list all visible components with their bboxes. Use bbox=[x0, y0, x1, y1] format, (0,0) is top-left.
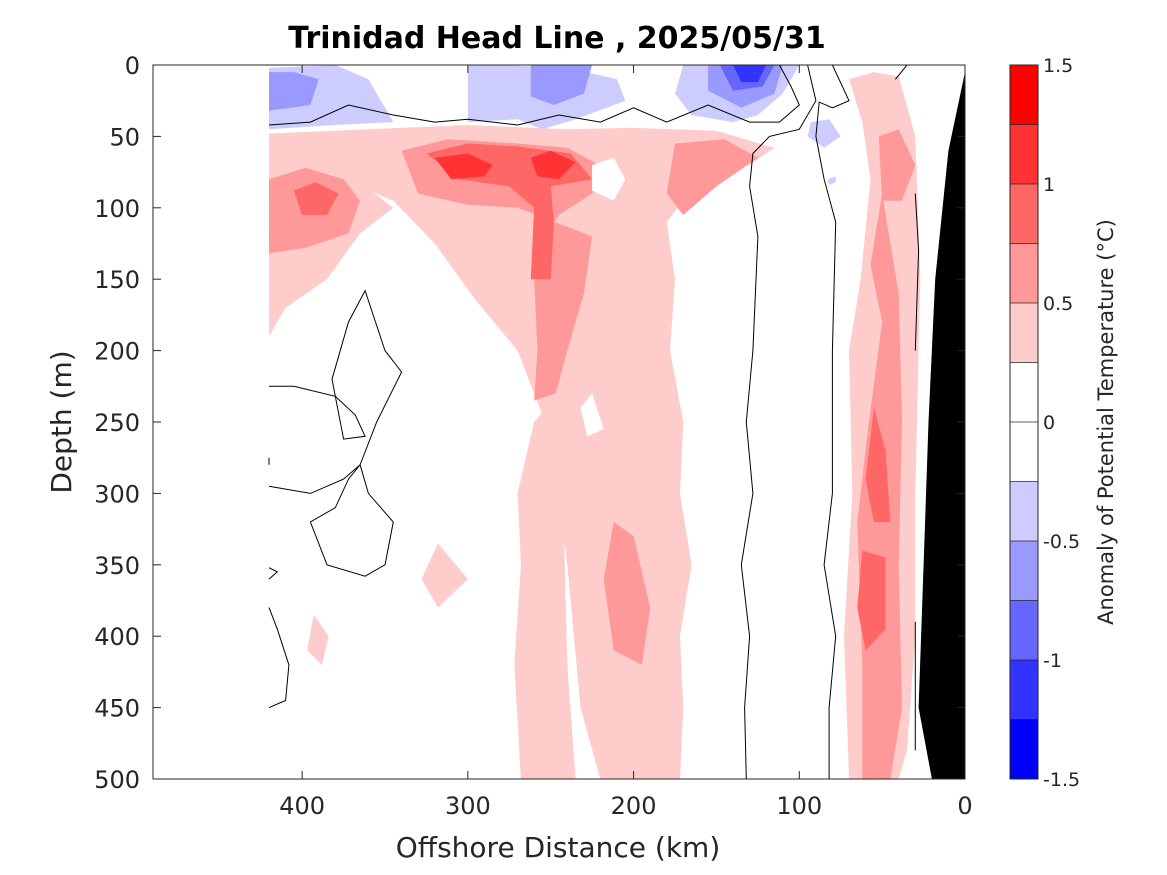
chart-title: Trinidad Head Line , 2025/05/31 bbox=[288, 21, 825, 56]
colorbar-tick-label: -1 bbox=[1043, 650, 1062, 672]
anomaly-region-mid-east-65 bbox=[666, 139, 758, 215]
colorbar-swatch bbox=[1010, 65, 1038, 125]
colorbar-tick-label: -0.5 bbox=[1043, 531, 1080, 553]
plot-area bbox=[152, 64, 966, 780]
colorbar-swatch bbox=[1010, 719, 1038, 779]
anomaly-region-strong-coastal-360 bbox=[857, 550, 886, 651]
zero-contour-line bbox=[268, 567, 279, 580]
anomaly-region-colder-250 bbox=[530, 65, 593, 105]
anomaly-region-strong-coastal-deep bbox=[865, 407, 891, 522]
y-tick-label: 500 bbox=[94, 766, 140, 794]
anomaly-region-peak-core-65 bbox=[434, 153, 493, 180]
colorbar-frame bbox=[1009, 64, 1039, 780]
colorbar-swatch bbox=[1010, 660, 1038, 720]
anomaly-region-strong-west-100 bbox=[293, 182, 339, 215]
zero-contours bbox=[268, 65, 920, 779]
zero-contour-line bbox=[740, 65, 817, 779]
colorbar-swatch bbox=[1010, 303, 1038, 363]
zero-contour-line bbox=[815, 65, 850, 779]
anomaly-region-cold-80 bbox=[827, 176, 836, 185]
colorbar-swatch bbox=[1010, 541, 1038, 601]
colorbar-label: Anomaly of Potential Temperature (°C) bbox=[1094, 219, 1118, 625]
y-tick-label: 400 bbox=[94, 623, 140, 651]
anomaly-region-colder-400 bbox=[269, 72, 319, 111]
colorbar-swatch bbox=[1010, 362, 1038, 422]
anomaly-region-warm-core-deep bbox=[514, 379, 576, 779]
seafloor-shape bbox=[918, 72, 965, 779]
colorbar-swatch bbox=[1010, 600, 1038, 660]
x-tick-label: 300 bbox=[445, 792, 491, 820]
anomaly-region-cold-peak-130 bbox=[733, 65, 767, 83]
anomaly-region-warm-patch-310 bbox=[421, 543, 468, 608]
bathymetry bbox=[918, 72, 965, 779]
colorbar-swatch bbox=[1010, 422, 1038, 482]
y-tick-label: 250 bbox=[94, 409, 140, 437]
anomaly-region-warm-patch-390 bbox=[307, 614, 329, 665]
colorbar-tick-label: 1.5 bbox=[1043, 55, 1073, 77]
anomaly-region-white-hole-230 bbox=[580, 393, 604, 437]
zero-contour-line bbox=[914, 193, 920, 351]
x-axis-label: Offshore Distance (km) bbox=[396, 831, 721, 864]
y-axis: 0 50 100 150 200 250 300 350 400 450 500 bbox=[94, 52, 965, 794]
y-axis-label: Depth (m) bbox=[45, 350, 78, 493]
anomaly-region-mid-deep-200 bbox=[603, 522, 651, 665]
x-tick-label: 200 bbox=[611, 792, 657, 820]
colorbar-tick-label: 1 bbox=[1043, 174, 1055, 196]
colorbar: 1.5 1 0.5 0 -0.5 -1 -1.5 bbox=[1009, 55, 1080, 791]
colorbar-swatch bbox=[1010, 481, 1038, 541]
x-axis: 400 300 200 100 0 bbox=[279, 65, 973, 820]
y-tick-label: 0 bbox=[125, 52, 140, 80]
y-tick-label: 50 bbox=[109, 123, 140, 151]
zero-contour-line bbox=[268, 607, 290, 709]
y-tick-label: 200 bbox=[94, 338, 140, 366]
colorbar-swatch bbox=[1010, 124, 1038, 184]
colorbar-tick-label: 0.5 bbox=[1043, 293, 1073, 315]
colorbar-tick-label: -1.5 bbox=[1043, 769, 1080, 791]
anomaly-region-mid-upper-band bbox=[401, 139, 612, 401]
colorbar-swatch bbox=[1010, 243, 1038, 303]
anomaly-region-cold-85 bbox=[807, 119, 841, 148]
x-tick-label: 400 bbox=[279, 792, 325, 820]
anomaly-region-peak-core-250 bbox=[530, 150, 576, 180]
zero-contour-line bbox=[268, 289, 403, 577]
y-tick-label: 100 bbox=[94, 195, 140, 223]
y-tick-label: 300 bbox=[94, 480, 140, 508]
anomaly-region-white-hole-220 bbox=[592, 157, 626, 201]
x-tick-label: 100 bbox=[776, 792, 822, 820]
y-tick-label: 150 bbox=[94, 266, 140, 294]
anomaly-region-mid-coastal-top bbox=[878, 129, 916, 201]
zero-contour-line bbox=[268, 65, 800, 126]
x-tick-label: 0 bbox=[957, 792, 972, 820]
zero-contour-line bbox=[895, 65, 908, 80]
colorbar-swatch bbox=[1010, 184, 1038, 244]
y-tick-label: 350 bbox=[94, 552, 140, 580]
colorbar-tick-label: 0 bbox=[1043, 412, 1055, 434]
y-tick-label: 450 bbox=[94, 695, 140, 723]
anomaly-regions bbox=[269, 65, 921, 779]
